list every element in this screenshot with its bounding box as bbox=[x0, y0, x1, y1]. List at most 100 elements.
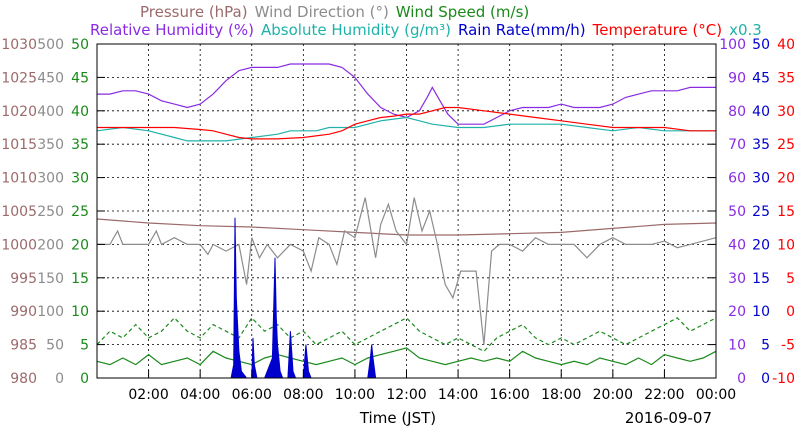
tick-label-rain-rate: 10 bbox=[752, 304, 770, 320]
tick-label-temperature: 0 bbox=[786, 304, 795, 320]
tick-label-relative-humidity: 60 bbox=[728, 171, 746, 187]
series-wind-speed-gust bbox=[96, 316, 717, 353]
tick-label-rain-rate: 20 bbox=[752, 237, 770, 253]
tick-label-wind-speed: 10 bbox=[71, 304, 89, 320]
tick-label-wind-speed: 20 bbox=[71, 237, 89, 253]
x-axis: 02:00 04:00 06:00 08:00 10:00 12:00 14:00 16:00… bbox=[128, 387, 736, 403]
tick-label-pressure: 1030 bbox=[1, 37, 37, 53]
x-tick-label: 20:00 bbox=[593, 387, 633, 403]
tick-label-temperature: 35 bbox=[777, 70, 795, 86]
legend-item-row1-2: Wind Speed (m/s) bbox=[396, 3, 529, 21]
tick-label-temperature: 10 bbox=[777, 237, 795, 253]
grid bbox=[97, 44, 716, 378]
legend-item-row1-1: Wind Direction (°) bbox=[255, 3, 389, 21]
series-relative-humidity bbox=[97, 63, 716, 125]
tick-label-wind-speed: 15 bbox=[71, 271, 89, 287]
series-wind-speed-m-s bbox=[96, 347, 717, 366]
tick-label-temperature: 15 bbox=[777, 204, 795, 220]
legend-item-row2-0: Relative Humidity (%) bbox=[90, 21, 254, 39]
tick-label-rain-rate: 0 bbox=[761, 371, 770, 387]
tick-label-wind-speed: 35 bbox=[71, 137, 89, 153]
x-tick-label: 04:00 bbox=[180, 387, 220, 403]
tick-label-rain-rate: 50 bbox=[752, 37, 770, 53]
tick-label-wind-speed: 45 bbox=[71, 70, 89, 86]
x-tick-label: 12:00 bbox=[386, 387, 426, 403]
series-temperature-c bbox=[97, 106, 716, 140]
tick-label-wind-direction: 300 bbox=[37, 171, 64, 187]
left-axes: 9809859909951000100510101015102010251030… bbox=[1, 37, 89, 387]
tick-label-temperature: 5 bbox=[786, 271, 795, 287]
series-layer bbox=[96, 63, 717, 379]
tick-label-temperature: -5 bbox=[781, 338, 795, 354]
tick-label-pressure: 1020 bbox=[1, 104, 37, 120]
tick-label-relative-humidity: 70 bbox=[728, 137, 746, 153]
legend-item-row2-4: x0.3 bbox=[729, 21, 762, 39]
x-tick-label: 06:00 bbox=[232, 387, 272, 403]
plot-frame bbox=[96, 43, 717, 379]
tick-label-rain-rate: 45 bbox=[752, 70, 770, 86]
legend-item-row2-2: Rain Rate(mm/h) bbox=[458, 21, 586, 39]
tick-label-relative-humidity: 90 bbox=[728, 70, 746, 86]
tick-label-wind-speed: 25 bbox=[71, 204, 89, 220]
tick-label-wind-direction: 150 bbox=[37, 271, 64, 287]
tick-label-wind-direction: 0 bbox=[55, 371, 64, 387]
tick-label-relative-humidity: 30 bbox=[728, 271, 746, 287]
tick-label-relative-humidity: 0 bbox=[737, 371, 746, 387]
tick-label-pressure: 995 bbox=[10, 271, 37, 287]
x-axis-title: Time (JST) bbox=[359, 409, 436, 427]
tick-label-relative-humidity: 10 bbox=[728, 338, 746, 354]
x-tick-label: 18:00 bbox=[541, 387, 581, 403]
tick-label-wind-speed: 0 bbox=[80, 371, 89, 387]
tick-label-rain-rate: 40 bbox=[752, 104, 770, 120]
tick-label-wind-speed: 50 bbox=[71, 37, 89, 53]
tick-label-wind-direction: 50 bbox=[46, 338, 64, 354]
x-tick-label: 22:00 bbox=[644, 387, 684, 403]
legend-item-row2-3: Temperature (°C) bbox=[592, 21, 722, 39]
tick-label-pressure: 980 bbox=[10, 371, 37, 387]
tick-label-wind-speed: 5 bbox=[80, 338, 89, 354]
tick-label-wind-direction: 450 bbox=[37, 70, 64, 86]
tick-label-pressure: 990 bbox=[10, 304, 37, 320]
tick-label-wind-direction: 350 bbox=[37, 137, 64, 153]
x-tick-label: 14:00 bbox=[438, 387, 478, 403]
tick-label-pressure: 1000 bbox=[1, 237, 37, 253]
legend: Pressure (hPa) Wind Direction (°) Wind Spe… bbox=[90, 3, 762, 39]
tick-label-pressure: 985 bbox=[10, 338, 37, 354]
tick-label-pressure: 1010 bbox=[1, 171, 37, 187]
tick-label-pressure: 1025 bbox=[1, 70, 37, 86]
tick-label-temperature: 20 bbox=[777, 171, 795, 187]
right-axes: 0102030405060708090100051015202530354045… bbox=[719, 37, 795, 387]
tick-label-relative-humidity: 50 bbox=[728, 204, 746, 220]
tick-label-wind-direction: 500 bbox=[37, 37, 64, 53]
tick-label-pressure: 1015 bbox=[1, 137, 37, 153]
x-tick-label: 00:00 bbox=[696, 387, 736, 403]
series-rain-rate bbox=[97, 217, 716, 379]
tick-label-rain-rate: 5 bbox=[761, 338, 770, 354]
tick-label-pressure: 1005 bbox=[1, 204, 37, 220]
tick-label-rain-rate: 15 bbox=[752, 271, 770, 287]
legend-item-row2-1: Absolute Humidity (g/m³) bbox=[261, 21, 451, 39]
tick-label-relative-humidity: 20 bbox=[728, 304, 746, 320]
tick-label-temperature: -10 bbox=[772, 371, 795, 387]
date-label: 2016-09-07 bbox=[625, 409, 712, 427]
tick-label-temperature: 30 bbox=[777, 104, 795, 120]
tick-label-relative-humidity: 100 bbox=[719, 37, 746, 53]
tick-label-rain-rate: 30 bbox=[752, 171, 770, 187]
legend-item-row1-0: Pressure (hPa) bbox=[140, 3, 248, 21]
tick-label-relative-humidity: 40 bbox=[728, 237, 746, 253]
tick-label-wind-direction: 400 bbox=[37, 104, 64, 120]
tick-label-temperature: 25 bbox=[777, 137, 795, 153]
series-wind-direction bbox=[97, 197, 717, 345]
tick-label-temperature: 40 bbox=[777, 37, 795, 53]
tick-label-wind-speed: 40 bbox=[71, 104, 89, 120]
tick-label-relative-humidity: 80 bbox=[728, 104, 746, 120]
x-tick-label: 02:00 bbox=[128, 387, 168, 403]
tick-label-wind-speed: 30 bbox=[71, 171, 89, 187]
tick-label-wind-direction: 200 bbox=[37, 237, 64, 253]
series-pressure-hpa bbox=[96, 218, 717, 236]
tick-label-rain-rate: 35 bbox=[752, 137, 770, 153]
tick-label-rain-rate: 25 bbox=[752, 204, 770, 220]
tick-label-wind-direction: 250 bbox=[37, 204, 64, 220]
x-tick-label: 10:00 bbox=[335, 387, 375, 403]
